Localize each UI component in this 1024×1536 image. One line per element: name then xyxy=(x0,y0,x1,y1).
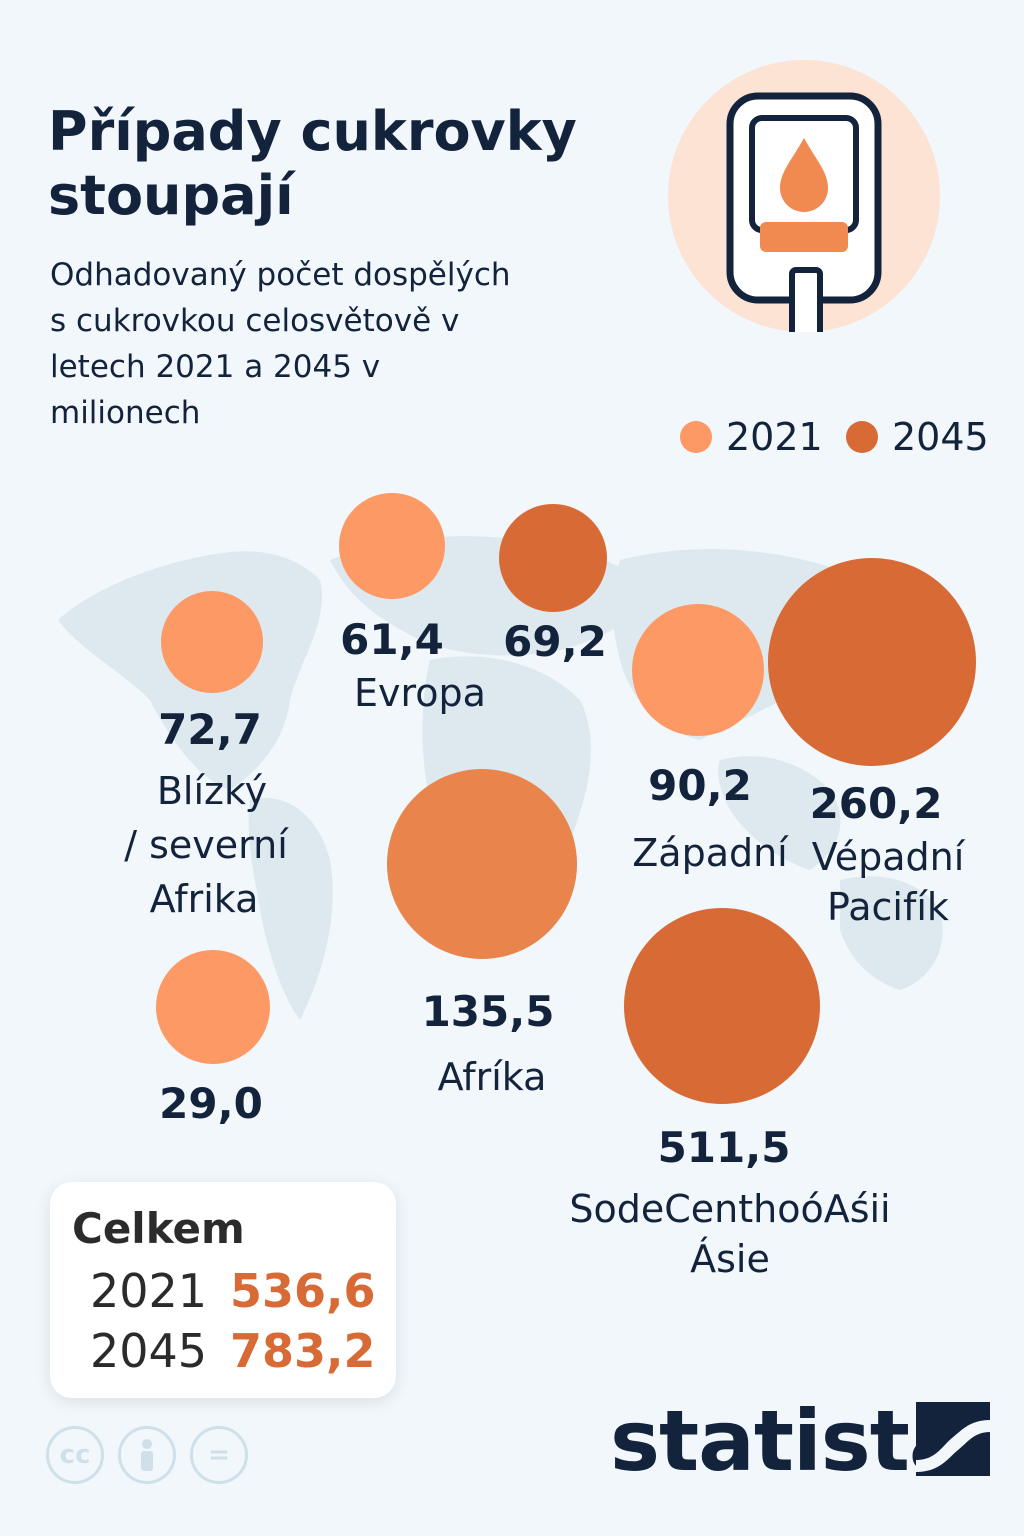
statista-logo[interactable]: statista xyxy=(610,1392,966,1490)
bubble-4 xyxy=(768,558,976,766)
legend-label-2045: 2045 xyxy=(892,415,989,459)
bubble-0 xyxy=(161,591,263,693)
region-label-0-2: Afrika xyxy=(150,877,259,921)
legend-label-2021: 2021 xyxy=(726,415,823,459)
totals-card: Celkem 2021 536,6 2045 783,2 xyxy=(50,1182,396,1398)
license-icons: cc = xyxy=(46,1426,248,1484)
totals-title: Celkem xyxy=(72,1204,245,1253)
value-label-5: 135,5 xyxy=(422,987,555,1036)
legend-item-2021: 2021 xyxy=(680,412,823,462)
statista-logo-mark xyxy=(916,1402,990,1476)
totals-row-2045: 2045 783,2 xyxy=(90,1324,390,1380)
no-derivatives-icon[interactable]: = xyxy=(190,1426,248,1484)
bubble-7 xyxy=(624,908,820,1104)
legend-item-2045: 2045 xyxy=(846,412,989,462)
legend: 2021 2045 xyxy=(0,412,1024,462)
value-labels: 72,7 61,4 69,2 90,2 260,2 135,5 29,0 511,5 xyxy=(158,615,942,1172)
subtitle: Odhadovaný počet dospělých s cukrovkou c… xyxy=(50,257,511,431)
totals-row-2021: 2021 536,6 xyxy=(90,1264,390,1320)
bubbles xyxy=(156,493,976,1104)
value-label-2: 69,2 xyxy=(503,617,607,666)
region-label-0-1: / severní xyxy=(124,823,289,867)
region-labels: Blízký / severní Afrika Evropa Západní Vépadn… xyxy=(124,671,966,1281)
bubble-6 xyxy=(156,950,270,1064)
region-label-0-0: Blízký xyxy=(157,769,267,813)
totals-value-2045: 783,2 xyxy=(230,1324,376,1378)
value-label-1: 61,4 xyxy=(340,615,444,664)
page-title: Případy cukrovky stoupají xyxy=(48,100,577,227)
glucose-meter-icon xyxy=(668,60,940,343)
region-label-4-1: Pacifík xyxy=(827,885,949,929)
region-label-5-0: Afríka xyxy=(438,1055,547,1099)
value-label-7: 511,5 xyxy=(658,1123,791,1172)
region-label-4-0: Vépadní xyxy=(812,835,966,879)
value-label-0: 72,7 xyxy=(158,705,262,754)
bubble-1 xyxy=(339,493,445,599)
attribution-icon[interactable] xyxy=(118,1426,176,1484)
region-label-1-0: Evropa xyxy=(354,671,486,715)
bubble-3 xyxy=(632,604,764,736)
bubble-2 xyxy=(499,504,607,612)
totals-value-2021: 536,6 xyxy=(230,1264,376,1318)
creative-commons-icon[interactable]: cc xyxy=(46,1426,104,1484)
value-label-6: 29,0 xyxy=(159,1079,263,1128)
bubble-5 xyxy=(387,769,577,959)
legend-swatch-2045 xyxy=(846,421,878,453)
region-label-7-0: SodeCenthoóAśii xyxy=(569,1187,890,1231)
region-label-7-1: Ásie xyxy=(690,1237,770,1281)
totals-year-2045: 2045 xyxy=(90,1324,208,1378)
totals-year-2021: 2021 xyxy=(90,1264,208,1318)
value-label-3: 90,2 xyxy=(648,761,752,810)
value-label-4: 260,2 xyxy=(810,779,943,828)
region-label-3-0: Západní xyxy=(632,831,789,875)
legend-swatch-2021 xyxy=(680,421,712,453)
